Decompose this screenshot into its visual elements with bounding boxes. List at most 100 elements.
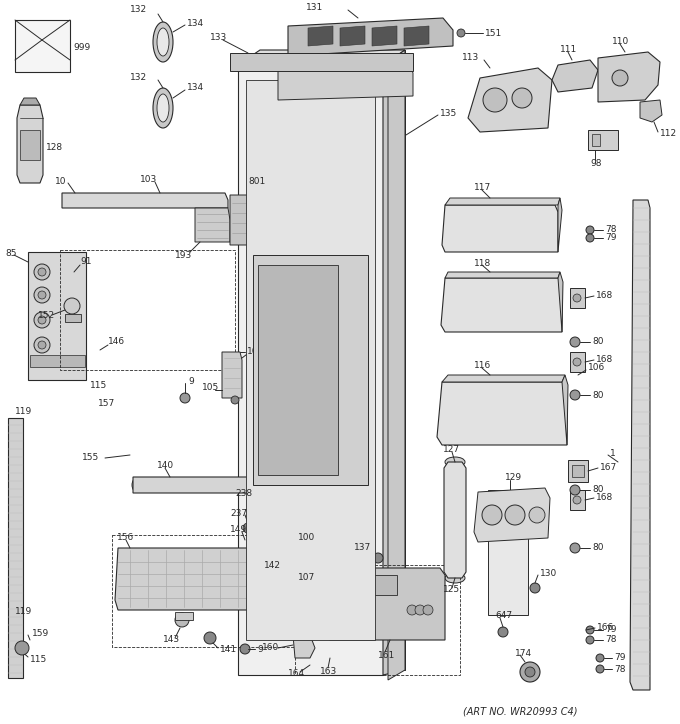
Text: 155: 155	[82, 452, 99, 461]
Bar	[8, 418, 23, 678]
Polygon shape	[441, 278, 562, 332]
Bar	[568, 460, 588, 482]
Text: 119: 119	[15, 408, 32, 416]
Circle shape	[573, 294, 581, 302]
Polygon shape	[437, 382, 567, 445]
Polygon shape	[442, 205, 558, 252]
Text: 9: 9	[188, 376, 194, 385]
Text: 98: 98	[590, 159, 602, 167]
Text: 110: 110	[612, 38, 629, 46]
Text: 195: 195	[253, 54, 270, 62]
Bar	[20, 130, 40, 160]
Circle shape	[596, 665, 604, 673]
Text: 79: 79	[614, 654, 626, 662]
Circle shape	[573, 358, 581, 366]
Bar	[570, 352, 585, 372]
Ellipse shape	[324, 643, 336, 653]
Text: 125: 125	[443, 586, 460, 594]
Circle shape	[38, 341, 46, 349]
Circle shape	[498, 627, 508, 637]
Circle shape	[307, 182, 313, 188]
Text: 174: 174	[515, 649, 532, 657]
Circle shape	[343, 76, 353, 86]
Text: 80: 80	[592, 486, 604, 494]
Text: 115: 115	[30, 655, 47, 665]
Polygon shape	[372, 26, 397, 46]
Ellipse shape	[76, 198, 84, 203]
Polygon shape	[293, 635, 315, 658]
Bar	[112, 535, 297, 647]
Circle shape	[570, 337, 580, 347]
Polygon shape	[445, 272, 560, 278]
Text: 149: 149	[230, 526, 247, 534]
Text: 78: 78	[605, 636, 617, 644]
Circle shape	[570, 543, 580, 553]
Text: 131: 131	[306, 4, 323, 12]
Ellipse shape	[153, 22, 173, 62]
Polygon shape	[558, 198, 562, 252]
Text: 133: 133	[210, 33, 227, 41]
Text: 160: 160	[262, 642, 279, 652]
Bar	[335, 575, 365, 610]
Text: 137: 137	[354, 544, 371, 552]
Polygon shape	[325, 568, 445, 640]
Circle shape	[268, 503, 282, 517]
Polygon shape	[552, 60, 598, 92]
Text: 100: 100	[298, 534, 316, 542]
Text: (ART NO. WR20993 C4): (ART NO. WR20993 C4)	[463, 707, 577, 717]
Circle shape	[255, 503, 269, 517]
Bar	[28, 252, 86, 380]
Ellipse shape	[445, 573, 465, 583]
Text: 103: 103	[140, 175, 157, 185]
Polygon shape	[133, 477, 283, 493]
Polygon shape	[15, 20, 70, 72]
Circle shape	[525, 667, 535, 677]
Text: 10: 10	[55, 177, 67, 185]
Text: 135: 135	[440, 109, 457, 119]
Text: 127: 127	[443, 445, 460, 455]
Ellipse shape	[157, 28, 169, 56]
Ellipse shape	[445, 457, 465, 467]
Circle shape	[586, 226, 594, 234]
Bar	[246, 80, 375, 640]
Text: 78: 78	[614, 665, 626, 673]
Circle shape	[373, 553, 383, 563]
Text: 9: 9	[257, 644, 262, 654]
Circle shape	[520, 662, 540, 682]
Text: 1: 1	[610, 448, 616, 458]
Text: 142: 142	[264, 562, 281, 571]
Bar	[253, 255, 368, 485]
Text: 168: 168	[596, 290, 613, 300]
Bar	[444, 468, 466, 572]
Text: 113: 113	[462, 53, 479, 62]
Text: 140: 140	[157, 461, 174, 471]
Text: 801: 801	[248, 177, 265, 185]
Polygon shape	[598, 52, 660, 102]
Ellipse shape	[153, 88, 173, 128]
Polygon shape	[404, 26, 429, 46]
Bar	[592, 134, 600, 146]
Polygon shape	[230, 195, 265, 245]
Bar	[570, 490, 585, 510]
Polygon shape	[115, 548, 262, 610]
Text: 163: 163	[320, 668, 337, 676]
Circle shape	[530, 583, 540, 593]
Text: 118: 118	[474, 258, 491, 267]
Text: 237: 237	[230, 508, 247, 518]
Ellipse shape	[106, 198, 114, 203]
Bar	[175, 612, 193, 620]
Text: 139: 139	[273, 476, 290, 486]
Text: 143: 143	[163, 636, 180, 644]
Text: 119: 119	[15, 607, 32, 617]
Text: 238: 238	[235, 489, 252, 499]
Text: 161: 161	[378, 650, 395, 660]
Circle shape	[302, 556, 318, 572]
Circle shape	[423, 605, 433, 615]
Ellipse shape	[186, 198, 194, 203]
Polygon shape	[230, 53, 413, 71]
Circle shape	[243, 523, 253, 533]
Text: 78: 78	[605, 225, 617, 235]
Circle shape	[180, 393, 190, 403]
Text: 157: 157	[98, 398, 115, 408]
Circle shape	[570, 485, 580, 495]
